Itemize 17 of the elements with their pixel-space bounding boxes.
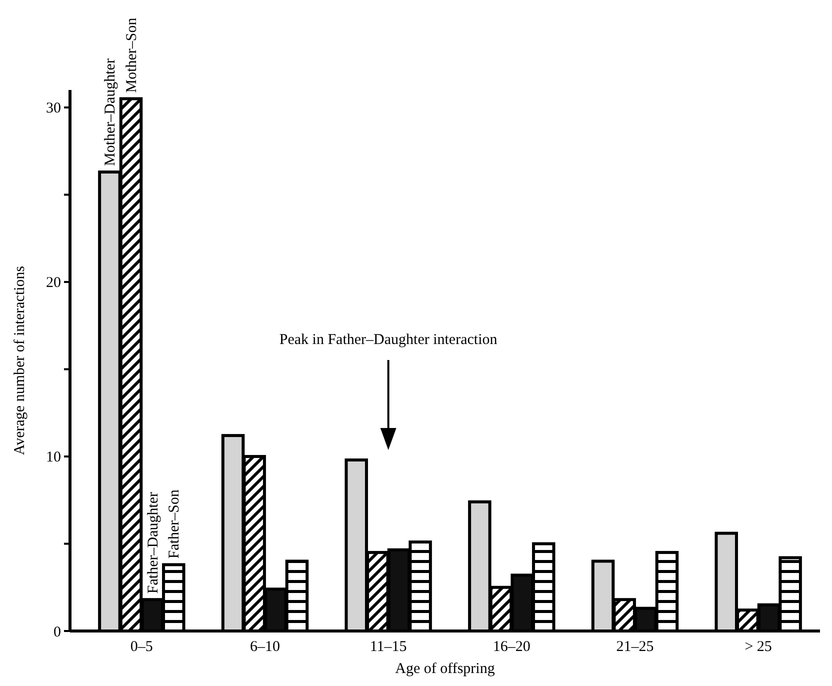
annotation: Peak in Father–Daughter interaction: [279, 332, 498, 348]
x-tick-label: 11–15: [370, 639, 407, 655]
x-tick-label: > 25: [744, 639, 772, 655]
text: Father–Daughter: [145, 492, 162, 594]
x-tick-label: 0–5: [130, 639, 153, 655]
y-tick-label: 0: [54, 624, 61, 640]
text: Mother–Daughter: [102, 58, 119, 166]
text: Mother–Son: [124, 17, 140, 93]
x-axis-title: Age of offspring: [395, 661, 496, 677]
y-tick-label: 30: [46, 100, 61, 117]
x-tick-label: 6–10: [250, 639, 280, 655]
x-tick-label: 21–25: [616, 639, 654, 655]
y-tick-label: 20: [46, 275, 61, 292]
x-tick-label: 16–20: [492, 639, 530, 655]
y-tick-label: 10: [46, 450, 61, 466]
y-axis-title: Average number of interactions: [12, 266, 28, 456]
text: Father–Son: [166, 489, 183, 559]
